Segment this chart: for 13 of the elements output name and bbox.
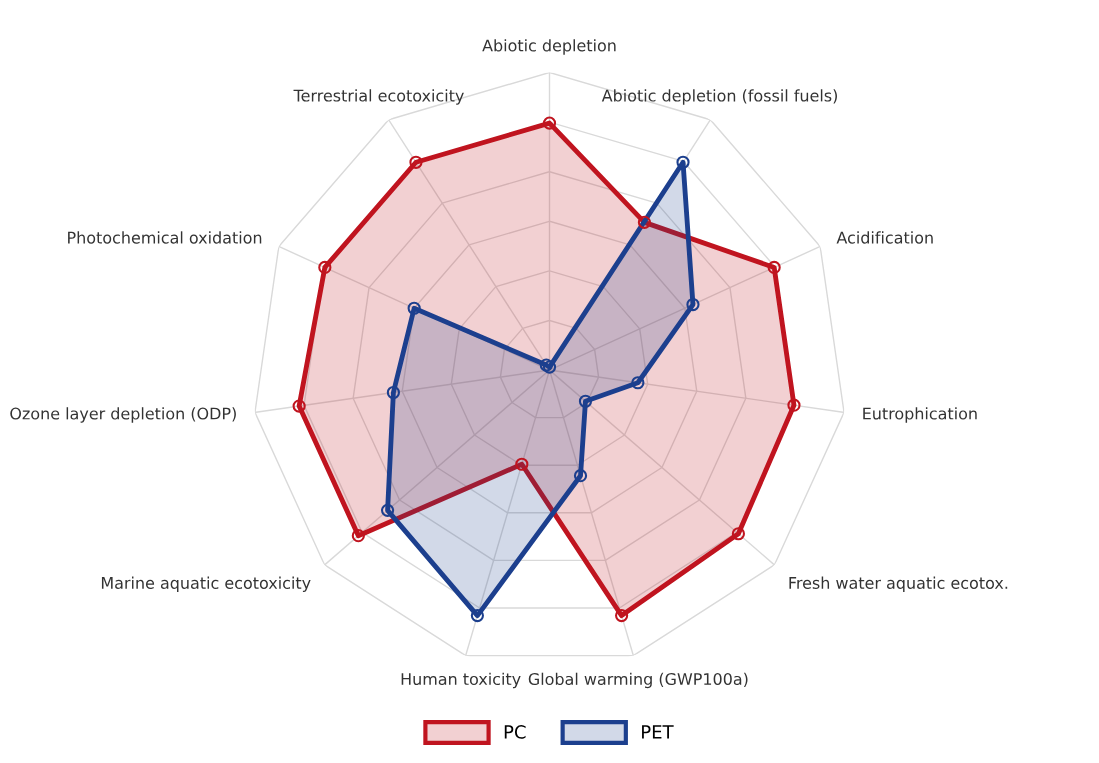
spoke-label: Abiotic depletion (fossil fuels) xyxy=(601,89,837,105)
spoke-label: Eutrophication xyxy=(863,407,977,423)
spoke-label: Abiotic depletion xyxy=(482,39,616,55)
spoke-label: Marine aquatic ecotoxicity xyxy=(101,576,311,593)
spoke-label: Ozone layer depletion (ODP) xyxy=(10,407,236,423)
spoke-label: Acidification xyxy=(836,231,933,244)
spoke-label: Human toxicity xyxy=(401,672,521,689)
spoke-label: Global warming (GWP100a) xyxy=(528,672,748,689)
spoke-label: Photochemical oxidation xyxy=(68,231,262,244)
spoke-label: Fresh water aquatic ecotox. xyxy=(789,576,1008,593)
legend-label: PC xyxy=(504,725,526,739)
legend-label: PET xyxy=(642,725,674,739)
spoke-label: Terrestrial ecotoxicity xyxy=(293,89,464,105)
